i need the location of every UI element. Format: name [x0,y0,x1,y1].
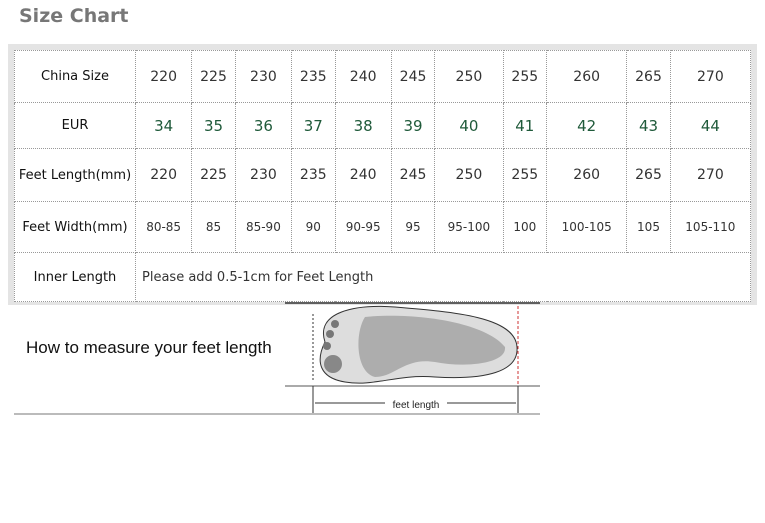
table-cell: 35 [191,102,236,149]
table-cell: 36 [234,102,293,149]
table-cell: 250 [434,50,504,103]
table-cell: 34 [134,102,193,149]
table-cell: 95 [390,201,436,253]
table-cell: 85-90 [234,201,293,253]
table-row: Feet Length(mm) 220 225 230 235 240 245 250 255 2… [14,148,752,202]
table-cell: 80-85 [134,201,193,253]
table-cell: 270 [669,50,752,103]
page-title: Size Chart [19,5,129,27]
measure-instructions: How to measure your feet length [26,338,272,357]
divider [14,413,540,415]
table-cell: 265 [626,50,671,103]
table-cell: 230 [234,50,293,103]
inner-length-note: Please add 0.5-1cm for Feet Length [135,252,751,302]
table-cell: 265 [626,148,671,202]
row-header: EUR [14,102,136,149]
table-cell: 255 [502,50,548,103]
table-cell: 220 [134,148,193,202]
table-cell: 90 [291,201,336,253]
table-cell: 85 [191,201,236,253]
table-cell: 90-95 [334,201,392,253]
table-cell: 44 [669,102,752,149]
size-chart-table: China Size 220 225 230 235 240 245 250 255 260 265… [14,50,752,302]
row-header: China Size [14,50,136,103]
foot-measurement-diagram: feet length [285,302,540,414]
table-cell: 250 [434,148,504,202]
table-cell: 41 [502,102,548,149]
table-cell: 225 [191,148,236,202]
size-chart-table-frame: China Size 220 225 230 235 240 245 250 255 260 265… [8,44,757,305]
table-row: Feet Width(mm) 80-85 85 85-90 90 90-95 95 95-10… [14,201,752,253]
table-cell: 38 [334,102,392,149]
table-cell: 43 [626,102,671,149]
table-cell: 42 [546,102,628,149]
table-cell: 37 [291,102,336,149]
table-cell: 270 [669,148,752,202]
row-header: Feet Length(mm) [14,148,136,202]
table-cell: 235 [291,148,336,202]
table-cell: 95-100 [434,201,504,253]
feet-length-label: feet length [393,400,440,411]
table-row: Inner Length Please add 0.5-1cm for Feet … [14,252,751,302]
table-cell: 100 [502,201,548,253]
table-cell: 255 [502,148,548,202]
row-header: Feet Width(mm) [14,201,136,253]
table-cell: 105-110 [669,201,752,253]
table-cell: 230 [234,148,293,202]
table-cell: 235 [291,50,336,103]
table-row: China Size 220 225 230 235 240 245 250 255 260 265… [14,50,752,103]
table-cell: 40 [434,102,504,149]
table-cell: 100-105 [546,201,628,253]
table-cell: 225 [191,50,236,103]
table-cell: 245 [390,148,436,202]
table-row: EUR 34 35 36 37 38 39 40 41 42 43 44 [14,102,752,149]
table-cell: 260 [546,148,628,202]
table-cell: 240 [334,50,392,103]
table-cell: 105 [626,201,671,253]
table-cell: 260 [546,50,628,103]
table-cell: 39 [390,102,436,149]
table-cell: 220 [134,50,193,103]
table-cell: 245 [390,50,436,103]
table-cell: 240 [334,148,392,202]
row-header: Inner Length [14,252,136,302]
